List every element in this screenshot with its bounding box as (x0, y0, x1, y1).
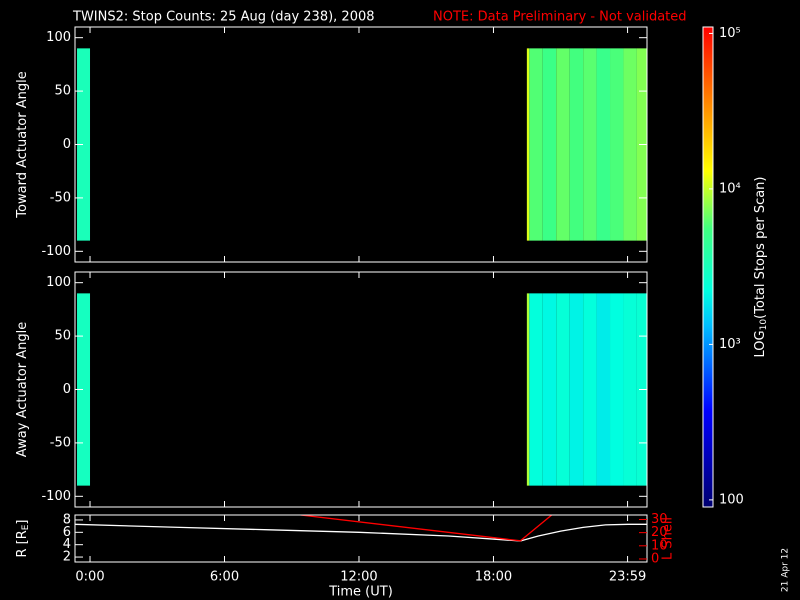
heatmap-cell (556, 48, 570, 241)
y-tick-label: 100 (46, 275, 71, 290)
colorbar-tick-label: 10⁵ (719, 26, 741, 41)
heatmap-cell (583, 293, 597, 486)
colorbar-tick-label: 100 (719, 492, 744, 507)
x-axis-label: Time (UT) (328, 585, 393, 600)
y-tick-label: -100 (41, 244, 71, 259)
y-axis-label-end: ] (15, 519, 30, 524)
y2-tick-label: 10 (651, 538, 668, 553)
x-tick-label: 18:00 (475, 570, 512, 585)
plot-area (77, 293, 647, 486)
x-tick-label: 0:00 (75, 570, 104, 585)
y-tick-label: 0 (63, 382, 71, 397)
note: NOTE: Data Preliminary - Not validated (433, 10, 687, 25)
y-tick-label: 50 (54, 84, 71, 99)
y-axis-label-part: Away Actuator Angle (15, 322, 30, 457)
y-tick-label: 4 (63, 537, 71, 552)
heatmap-cell (610, 48, 624, 241)
y2-tick-label: 20 (651, 525, 668, 540)
heatmap-cell (529, 293, 543, 486)
y-axis-label: R [RE] (15, 519, 31, 557)
heatmap-cell (596, 48, 611, 241)
y-axis-label-part: R [R (15, 530, 30, 557)
x-tick-label: 12:00 (340, 570, 377, 585)
heatmap-cell (77, 293, 91, 486)
heatmap-cell (569, 48, 584, 241)
y-tick-label: 2 (63, 550, 71, 565)
colorbar (702, 26, 714, 508)
heatmap-cell (583, 48, 597, 241)
colorbar-label: LOG10(Total Stops per Scan) (753, 177, 769, 358)
heatmap-cell (596, 293, 611, 486)
y-tick-label: 6 (63, 525, 71, 540)
heatmap-cell (623, 48, 637, 241)
colorbar-label-part: LOG (753, 330, 768, 357)
plot-area (75, 515, 647, 542)
y-tick-label: -100 (41, 489, 71, 504)
plot-area (77, 48, 647, 241)
heatmap-cell (623, 293, 637, 486)
y2-axis-label: L Shell (661, 517, 676, 560)
y-tick-label: 8 (63, 512, 71, 527)
y-tick-label: -50 (50, 435, 71, 450)
y-tick-label: 0 (63, 137, 71, 152)
heatmap-cell (542, 48, 557, 241)
line-series (300, 515, 553, 542)
heatmap-cell (610, 293, 624, 486)
heatmap-cell (556, 293, 570, 486)
heatmap-cell (542, 293, 557, 486)
y-tick-label: 50 (54, 329, 71, 344)
date-stamp: 21 Apr 12 (781, 548, 791, 592)
colorbar-tick-label: 10³ (719, 337, 741, 352)
line-series (75, 523, 647, 542)
x-tick-label: 23:59 (609, 570, 646, 585)
title: TWINS2: Stop Counts: 25 Aug (day 238), 2… (72, 10, 375, 25)
heatmap-cell (569, 293, 584, 486)
y-tick-label: 100 (46, 30, 71, 45)
y-axis-label: Toward Actuator Angle (15, 71, 30, 218)
x-tick-label: 6:00 (210, 570, 239, 585)
colorbar-label-sub: 10 (759, 319, 769, 331)
heatmap-cell (529, 48, 543, 241)
heatmap-cell (77, 48, 91, 241)
y-axis-label-sub: E (21, 524, 31, 530)
y2-tick-label: 30 (651, 512, 668, 527)
y-tick-label: -50 (50, 190, 71, 205)
y-axis-label: Away Actuator Angle (15, 322, 30, 457)
axes-frame (74, 514, 648, 563)
colorbar-label-rest: (Total Stops per Scan) (753, 177, 768, 319)
colorbar-tick-label: 10⁴ (719, 181, 741, 196)
y2-tick-label: 0 (651, 551, 659, 566)
heatmap-cell (526, 293, 530, 486)
y-axis-label-part: Toward Actuator Angle (15, 71, 30, 218)
heatmap-cell (526, 48, 530, 241)
